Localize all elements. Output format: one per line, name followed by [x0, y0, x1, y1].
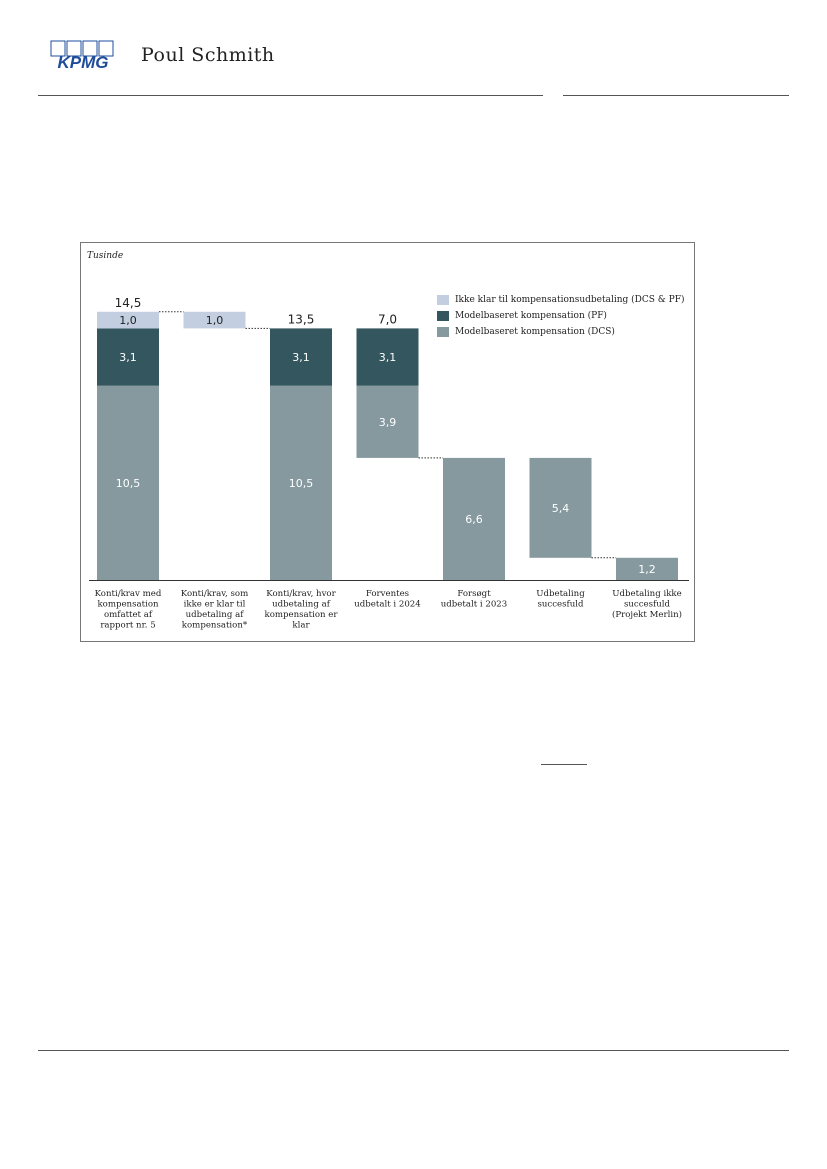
data-label: 3,9: [379, 416, 397, 429]
data-label: 1,0: [119, 314, 137, 327]
total-label: 13,5: [288, 312, 315, 326]
data-label: 1,2: [638, 563, 656, 576]
legend-swatch: [437, 311, 449, 321]
waterfall-chart-figure: Tusinde 10,5 3,1 1,0 14,5 1,0 10,5 3,1 13,5 3,9 3…: [80, 242, 695, 642]
bar-segment: [356, 385, 419, 458]
bar-segment: [616, 557, 678, 580]
category-label: Forventes udbetalt i 2024: [354, 589, 421, 610]
brand-name: Poul Schmith: [141, 44, 275, 66]
legend-label: Modelbaseret kompensation (PF): [455, 311, 607, 321]
data-label: 1,0: [206, 314, 224, 327]
bar-segment: [270, 385, 332, 580]
legend-swatch: [437, 327, 449, 337]
bar-segment: [97, 385, 159, 580]
bar-segment: [97, 311, 159, 329]
total-label: 7,0: [378, 312, 397, 326]
chart-legend: Ikke klar til kompensationsudbetaling (D…: [437, 292, 684, 340]
header-divider-right: [563, 95, 789, 96]
bar-segment: [183, 311, 246, 329]
legend-item-not-ready: Ikke klar til kompensationsudbetaling (D…: [437, 292, 684, 308]
unit-label: Tusinde: [87, 251, 124, 261]
data-label: 10,5: [116, 477, 141, 490]
data-label: 5,4: [552, 502, 570, 515]
category-label: Konti/krav, hvor udbetaling af kompensatio…: [264, 589, 338, 631]
category-label: Forsøgt udbetalt i 2023: [441, 589, 507, 610]
category-label: Udbetaling ikke succesfuld (Projekt Merlin…: [612, 589, 682, 620]
bar-segment: [270, 328, 332, 386]
data-label: 6,6: [465, 513, 483, 526]
total-label: 14,5: [115, 296, 142, 310]
bar-segment: [529, 457, 592, 558]
kpmg-logo: KPMG: [50, 40, 114, 72]
data-label: 3,1: [379, 351, 397, 364]
data-label: 3,1: [119, 351, 137, 364]
legend-swatch: [437, 295, 449, 305]
legend-item-dcs: Modelbaseret kompensation (DCS): [437, 324, 684, 340]
logo-text: KPMG: [58, 53, 109, 72]
category-label: Konti/krav med kompensation omfattet af rap…: [95, 589, 162, 631]
header-divider: [38, 95, 543, 96]
legend-label: Modelbaseret kompensation (DCS): [455, 327, 615, 337]
waterfall-chart: 10,5 3,1 1,0 14,5 1,0 10,5 3,1 13,5 3,9 3,1 7,0 6,6…: [89, 296, 689, 631]
legend-item-pf: Modelbaseret kompensation (PF): [437, 308, 684, 324]
category-label: Udbetaling succesfuld: [536, 589, 585, 610]
footer-divider: [38, 1050, 789, 1051]
text-divider: [541, 764, 587, 765]
bar-segment: [443, 457, 505, 580]
bar-segment: [97, 328, 159, 386]
data-label: 10,5: [289, 477, 314, 490]
legend-label: Ikke klar til kompensationsudbetaling (D…: [455, 295, 685, 305]
category-label: Konti/krav, som ikke er klar til udbetalin…: [181, 589, 248, 631]
data-label: 3,1: [292, 351, 310, 364]
bar-segment: [356, 328, 419, 386]
